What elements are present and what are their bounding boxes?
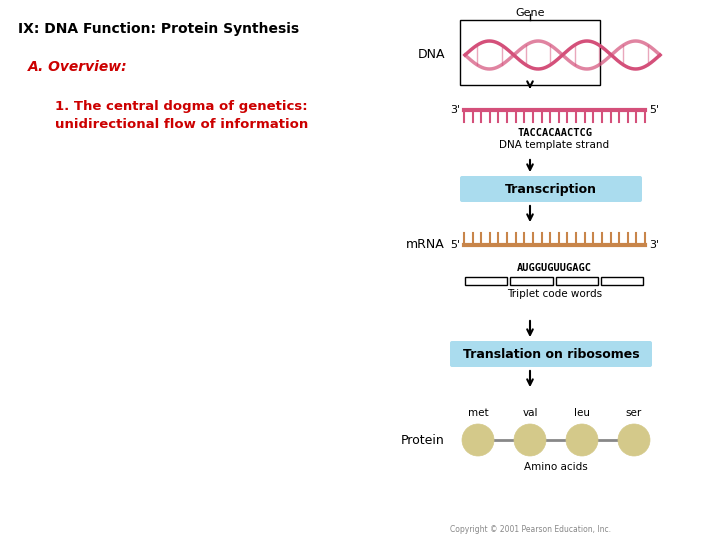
- Text: TACCACAACTCG: TACCACAACTCG: [517, 128, 592, 138]
- FancyBboxPatch shape: [460, 176, 642, 202]
- Text: Transcription: Transcription: [505, 183, 597, 195]
- Text: Gene: Gene: [516, 8, 545, 18]
- Text: A. Overview:: A. Overview:: [28, 60, 127, 74]
- Text: 3': 3': [450, 105, 460, 115]
- Circle shape: [514, 424, 546, 456]
- Text: DNA template strand: DNA template strand: [500, 140, 610, 150]
- Text: Triplet code words: Triplet code words: [507, 289, 602, 299]
- Bar: [556, 277, 598, 285]
- Circle shape: [566, 424, 598, 456]
- Bar: [510, 277, 552, 285]
- Text: Translation on ribosomes: Translation on ribosomes: [463, 348, 639, 361]
- Bar: [460, 20, 600, 85]
- Bar: [600, 277, 643, 285]
- FancyBboxPatch shape: [450, 341, 652, 367]
- Text: Protein: Protein: [401, 434, 445, 447]
- Text: mRNA: mRNA: [406, 239, 445, 252]
- Text: met: met: [468, 408, 488, 418]
- Text: Copyright © 2001 Pearson Education, Inc.: Copyright © 2001 Pearson Education, Inc.: [449, 525, 611, 534]
- Text: 5': 5': [649, 105, 659, 115]
- Bar: [465, 277, 508, 285]
- Circle shape: [462, 424, 494, 456]
- Text: ser: ser: [626, 408, 642, 418]
- Text: IX: DNA Function: Protein Synthesis: IX: DNA Function: Protein Synthesis: [18, 22, 299, 36]
- Text: 1. The central dogma of genetics:: 1. The central dogma of genetics:: [55, 100, 307, 113]
- Text: unidirectional flow of information: unidirectional flow of information: [55, 118, 308, 131]
- Text: Amino acids: Amino acids: [524, 462, 588, 472]
- Text: AUGGUGUUGAGC: AUGGUGUUGAGC: [517, 263, 592, 273]
- Text: leu: leu: [574, 408, 590, 418]
- Text: 3': 3': [649, 240, 659, 250]
- Text: val: val: [522, 408, 538, 418]
- Text: DNA: DNA: [418, 49, 445, 62]
- Circle shape: [618, 424, 650, 456]
- Text: 5': 5': [450, 240, 460, 250]
